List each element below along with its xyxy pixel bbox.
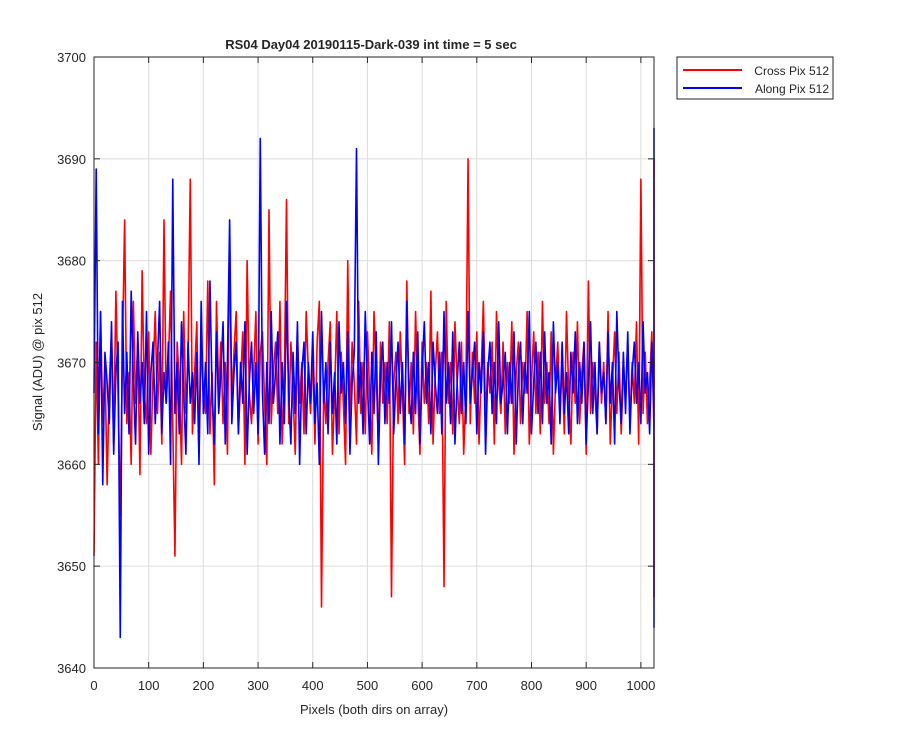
tick-marks [93, 56, 654, 669]
x-tick-label: 800 [521, 678, 543, 693]
tick-labels: 0 100 200 300 400 500 600 700 800 900 1000 3640 3650… [57, 50, 655, 693]
x-tick-label: 100 [138, 678, 160, 693]
x-tick-label: 600 [411, 678, 433, 693]
y-tick-label: 3700 [57, 50, 86, 65]
y-axis-label: Signal (ADU) @ pix 512 [30, 293, 45, 431]
chart-title: RS04 Day04 20190115-Dark-039 int time = … [225, 37, 517, 52]
y-tick-label: 3640 [57, 661, 86, 676]
x-tick-label: 900 [575, 678, 597, 693]
x-tick-label: 700 [466, 678, 488, 693]
y-tick-label: 3650 [57, 559, 86, 574]
y-tick-label: 3680 [57, 254, 86, 269]
y-tick-label: 3670 [57, 356, 86, 371]
x-tick-label: 1000 [626, 678, 655, 693]
x-tick-label: 0 [90, 678, 97, 693]
y-tick-label: 3660 [57, 457, 86, 472]
legend-label-cross: Cross Pix 512 [754, 64, 829, 78]
x-tick-label: 300 [247, 678, 269, 693]
y-tick-label: 3690 [57, 152, 86, 167]
legend: Cross Pix 512 Along Pix 512 [676, 56, 834, 100]
x-tick-label: 400 [302, 678, 324, 693]
x-tick-label: 200 [193, 678, 215, 693]
legend-box [676, 56, 834, 100]
x-axis-label: Pixels (both dirs on array) [300, 702, 448, 717]
x-tick-label: 500 [357, 678, 379, 693]
legend-label-along: Along Pix 512 [755, 82, 829, 96]
